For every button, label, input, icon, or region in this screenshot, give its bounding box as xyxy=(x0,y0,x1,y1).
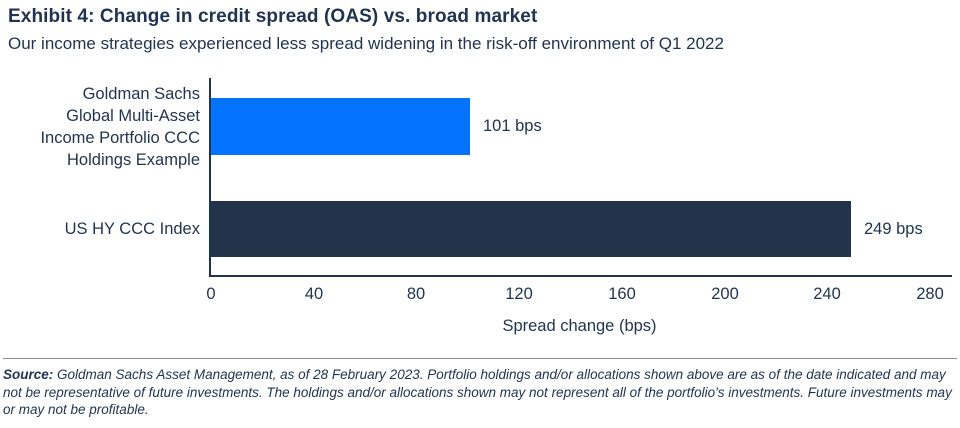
category-label-line: US HY CCC Index xyxy=(64,220,200,238)
bar-chart: 101 bps 249 bps Spread change (bps) Goldm… xyxy=(0,70,960,360)
category-label-line: Goldman Sachs xyxy=(82,85,200,103)
bar-0 xyxy=(211,98,470,155)
x-tick-label: 240 xyxy=(813,285,841,303)
x-tick-label: 160 xyxy=(608,285,636,303)
x-tick-label: 80 xyxy=(406,285,426,303)
exhibit-subtitle: Our income strategies experienced less s… xyxy=(8,34,724,53)
exhibit-title: Exhibit 4: Change in credit spread (OAS)… xyxy=(8,6,538,27)
category-label-0: Goldman Sachs Global Multi-Asset Income Po… xyxy=(0,83,200,171)
category-label-line: Holdings Example xyxy=(67,151,200,169)
category-label-line: Global Multi-Asset xyxy=(66,107,200,125)
source-text: Goldman Sachs Asset Management, as of 28… xyxy=(3,367,952,417)
x-axis-title: Spread change (bps) xyxy=(502,317,657,335)
source-note: Source: Goldman Sachs Asset Management, … xyxy=(3,358,957,419)
x-tick-label: 120 xyxy=(505,285,533,303)
category-label-line: Income Portfolio CCC xyxy=(40,129,200,147)
x-tick-label: 0 xyxy=(206,285,216,303)
x-tick-label: 200 xyxy=(711,285,739,303)
bar-1 xyxy=(211,201,851,257)
plot-area: 101 bps 249 bps xyxy=(209,78,952,277)
bar-value-label: 101 bps xyxy=(483,117,542,135)
source-label: Source: xyxy=(3,367,54,382)
bar-value-label: 249 bps xyxy=(864,220,923,238)
x-tick-label: 40 xyxy=(304,285,324,303)
x-tick-label: 280 xyxy=(916,285,944,303)
category-label-1: US HY CCC Index xyxy=(0,218,200,240)
